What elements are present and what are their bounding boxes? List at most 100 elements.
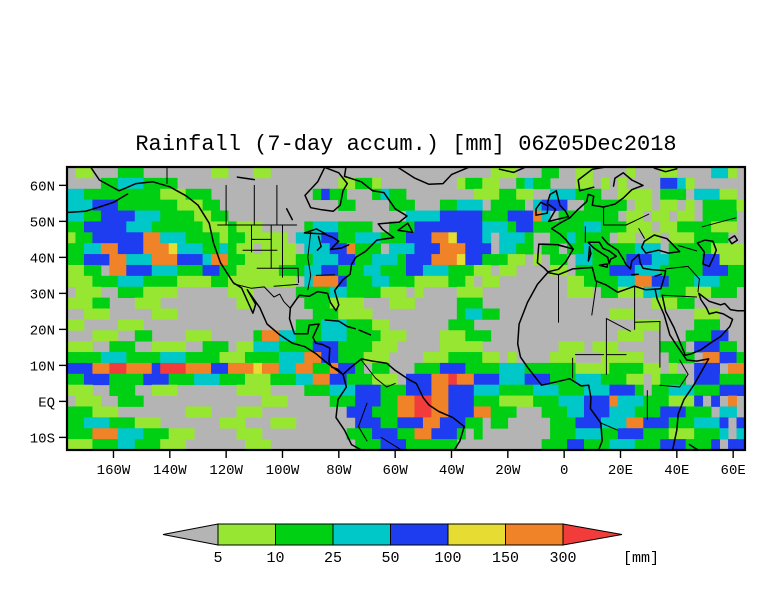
rain-cell [346, 297, 356, 309]
rain-cell [711, 384, 720, 396]
rain-cell [490, 167, 500, 179]
rain-cell [702, 428, 712, 440]
rain-cell [550, 439, 559, 450]
rain-cell [651, 406, 661, 418]
rain-cell [117, 341, 127, 353]
rain-cell [312, 188, 322, 201]
rain-cell [270, 395, 280, 407]
rain-cell [244, 406, 254, 418]
rain-cell [134, 297, 144, 309]
rain-cell [92, 395, 102, 407]
rain-cell [719, 264, 729, 277]
rain-cell [92, 243, 102, 255]
rain-cell [406, 384, 415, 396]
rain-cell [465, 406, 475, 418]
rain-cell [456, 297, 466, 309]
rain-cell [533, 177, 543, 190]
rain-cell [143, 439, 153, 450]
rain-cell [558, 395, 568, 407]
rain-cell [431, 254, 441, 266]
rain-cell [372, 188, 381, 201]
rain-cell [617, 362, 627, 375]
rain-cell [397, 428, 407, 440]
rain-cell [75, 428, 85, 440]
rain-cell [219, 264, 229, 277]
rain-cell [550, 199, 559, 211]
rain-cell [583, 384, 593, 396]
rain-cell [473, 254, 483, 266]
rain-cell [660, 428, 670, 440]
rain-cell [397, 417, 407, 429]
coastlines-line [316, 235, 322, 251]
rain-cell [600, 275, 610, 288]
rain-cell [329, 384, 339, 396]
country-borders-line [625, 213, 650, 226]
rain-cell [575, 177, 585, 190]
lon-tick-label: 20E [608, 463, 633, 479]
rain-cell [694, 406, 704, 418]
rain-cell [261, 373, 271, 386]
rain-cell [431, 384, 441, 396]
rain-cell [550, 428, 559, 440]
rain-cell [92, 373, 102, 386]
rain-cell [75, 406, 85, 418]
rain-cell [575, 232, 585, 244]
rain-cell [278, 362, 288, 375]
rain-cell [67, 210, 76, 222]
rain-cell [83, 428, 93, 440]
colorbar-segment [447, 523, 506, 546]
rain-cell [321, 188, 331, 201]
rain-cell [719, 275, 729, 288]
rain-cell [75, 373, 85, 386]
rain-cell [702, 406, 712, 418]
rain-cell [668, 341, 678, 353]
rain-cell [719, 352, 729, 364]
rain-cell [499, 188, 509, 201]
rain-cell [583, 232, 593, 244]
rain-cell [439, 341, 449, 353]
rain-cell [295, 373, 305, 386]
rain-cell [117, 362, 127, 375]
rain-cell [100, 232, 110, 244]
rain-cell [465, 243, 475, 255]
rain-cell [668, 199, 678, 211]
rain-cell [202, 221, 212, 233]
rain-cell [75, 395, 85, 407]
rain-cell [160, 428, 170, 440]
rain-cell [338, 264, 348, 277]
rain-cell [651, 254, 661, 266]
rain-cell [634, 384, 644, 396]
rain-cell [372, 439, 381, 450]
rain-cell [558, 384, 568, 396]
rain-cell [575, 428, 585, 440]
rain-cell [609, 439, 619, 450]
rain-cell [380, 264, 390, 277]
rain-cell [465, 221, 475, 233]
rain-cell [634, 330, 644, 342]
rain-cell [600, 210, 610, 222]
coastlines-line [67, 193, 129, 214]
rain-cell [422, 384, 432, 396]
rain-cell [236, 286, 246, 299]
rain-cell [685, 275, 695, 288]
rain-cell [126, 264, 136, 277]
rain-cell [126, 373, 136, 386]
rain-cell [160, 352, 170, 364]
map-plot [65, 165, 747, 452]
rain-cell [261, 254, 271, 266]
rain-cell [600, 428, 610, 440]
rain-cell [372, 264, 381, 277]
rain-cell [490, 362, 500, 375]
rain-cell [473, 362, 483, 375]
rain-cell [109, 221, 119, 233]
rain-cell [134, 254, 144, 266]
rain-cell [550, 395, 559, 407]
rain-cell [134, 417, 144, 429]
rain-cell [439, 395, 449, 407]
rain-cell [439, 439, 449, 450]
rain-cell [312, 264, 322, 277]
coastlines-line [285, 208, 294, 221]
rain-cell [592, 395, 602, 407]
rain-cell [524, 232, 534, 244]
rain-cell [711, 264, 720, 277]
